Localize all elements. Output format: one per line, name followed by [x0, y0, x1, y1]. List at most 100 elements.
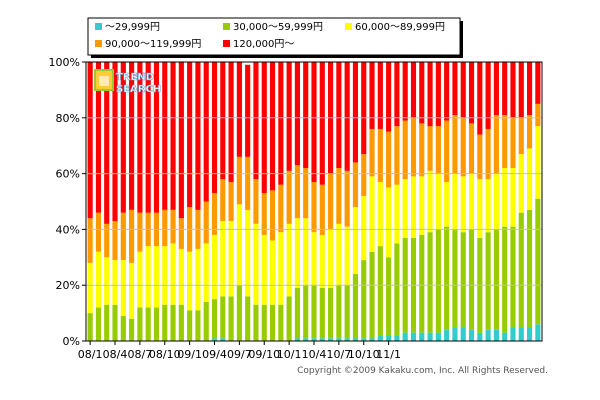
- bar-segment: [369, 251, 375, 339]
- bar-segment: [112, 304, 118, 341]
- bar-segment: [485, 179, 491, 233]
- bar-segment: [112, 62, 118, 222]
- bar-segment: [203, 62, 209, 202]
- bar-segment: [344, 285, 350, 339]
- bar-segment: [493, 115, 499, 174]
- bar-segment: [452, 62, 458, 116]
- bar-segment: [220, 62, 226, 180]
- bar-segment: [485, 62, 491, 129]
- bar-segment: [493, 329, 499, 341]
- bar-segment: [386, 335, 392, 341]
- bar-segment: [220, 338, 226, 341]
- bar-segment: [468, 173, 475, 230]
- bar-segment: [220, 296, 226, 339]
- bar-segment: [236, 285, 242, 341]
- bar-segment: [477, 179, 483, 238]
- bar-segment: [269, 240, 276, 305]
- bar-segment: [294, 218, 300, 288]
- bar-segment: [328, 229, 334, 288]
- bar-segment: [145, 307, 151, 341]
- bar-segment: [352, 338, 359, 341]
- bar-segment: [336, 285, 342, 339]
- bar-segment: [311, 62, 317, 182]
- bar-segment: [361, 338, 367, 341]
- copyright-text: Copyright ©2009 Kakaku.com, Inc. All Rig…: [297, 366, 548, 376]
- bar-segment: [468, 229, 475, 330]
- x-tick-label: 08/7: [128, 348, 153, 361]
- bar-segment: [402, 179, 408, 238]
- bar-segment: [485, 232, 491, 330]
- bar-segment: [228, 181, 234, 222]
- bar-segment: [386, 257, 392, 336]
- bar-segment: [129, 209, 135, 263]
- bar-segment: [427, 170, 433, 233]
- legend-swatch: [223, 23, 230, 30]
- bar-segment: [452, 327, 458, 341]
- bar-segment: [253, 223, 259, 305]
- bar-segment: [444, 181, 450, 227]
- bar-segment: [435, 173, 441, 230]
- bar-segment: [211, 299, 218, 339]
- bar-segment: [145, 246, 151, 308]
- bar-segment: [510, 226, 516, 328]
- bar-segment: [137, 251, 143, 308]
- bar-segment: [294, 287, 300, 339]
- bar-segment: [419, 234, 425, 333]
- bar-segment: [236, 156, 242, 205]
- bar-segment: [485, 128, 491, 180]
- logo-square-inner: [99, 76, 109, 86]
- bar-segment: [162, 209, 168, 247]
- bar-segment: [526, 209, 533, 328]
- bar-segment: [319, 287, 325, 339]
- bar-segment: [269, 62, 276, 191]
- bar-segment: [444, 226, 450, 330]
- bar-segment: [294, 62, 300, 166]
- x-tick-label: 08/4: [103, 348, 128, 361]
- bar-segment: [361, 62, 367, 155]
- bar-segment: [303, 62, 309, 169]
- y-tick-label: 0%: [63, 335, 80, 348]
- bar-segment: [344, 338, 350, 341]
- bar-segment: [145, 62, 151, 213]
- bar-segment: [352, 62, 359, 163]
- bar-segment: [468, 62, 475, 124]
- bar-segment: [303, 168, 309, 219]
- legend-box: [87, 17, 461, 56]
- bar-segment: [460, 176, 466, 233]
- bar-segment: [460, 117, 466, 177]
- bar-segment: [87, 62, 93, 219]
- bar-segment: [502, 226, 508, 333]
- bar-segment: [386, 62, 392, 132]
- bar-segment: [328, 173, 334, 230]
- bar-segment: [236, 62, 242, 157]
- x-tick-label: 08/1: [78, 348, 103, 361]
- bar-segment: [253, 62, 259, 180]
- legend-label: 120,000円～: [233, 39, 294, 50]
- bar-segment: [352, 162, 359, 208]
- bar-segment: [112, 221, 118, 261]
- bar-segment: [410, 176, 417, 238]
- bar-segment: [377, 62, 383, 129]
- bar-segment: [336, 338, 342, 341]
- x-tick-label: 09/1: [177, 348, 202, 361]
- bar-segment: [344, 226, 350, 286]
- bar-segment: [294, 338, 300, 341]
- bar-segment: [485, 329, 491, 341]
- bar-segment: [344, 170, 350, 227]
- bar-segment: [502, 115, 508, 169]
- bar-segment: [444, 62, 450, 121]
- bar-segment: [468, 123, 475, 174]
- bar-segment: [394, 62, 400, 127]
- bar-segment: [452, 173, 458, 230]
- bar-segment: [170, 62, 176, 210]
- bar-segment: [211, 193, 218, 235]
- bar-segment: [95, 251, 102, 308]
- bar-segment: [336, 168, 342, 224]
- bar-segment: [402, 332, 408, 341]
- x-tick-label: 09/7: [227, 348, 252, 361]
- bar-segment: [286, 223, 292, 297]
- bar-segment: [129, 62, 135, 210]
- bar-segment: [203, 301, 209, 341]
- bar-segment: [220, 221, 226, 297]
